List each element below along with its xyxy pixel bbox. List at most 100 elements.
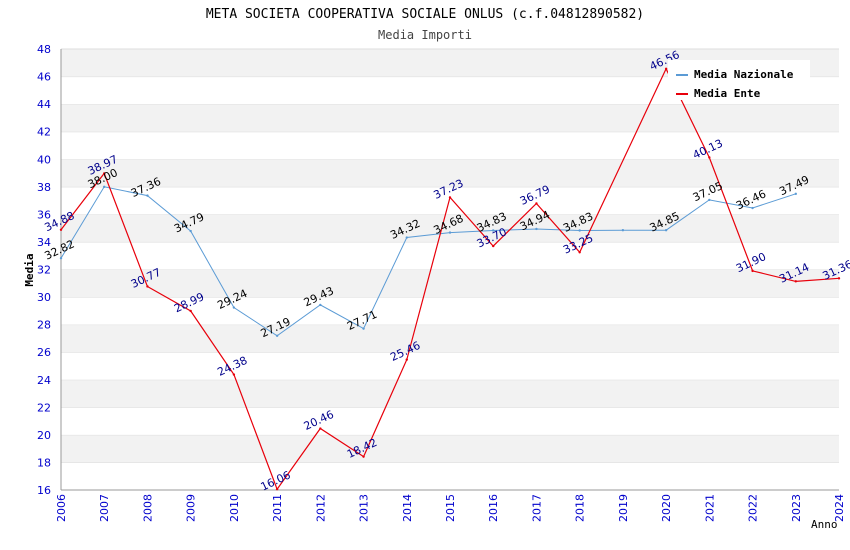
data-point [232,306,236,309]
data-point [492,244,495,248]
y-axis-label: Media [23,253,36,286]
grid-band [61,324,839,353]
y-tick-label: 22 [37,401,51,414]
data-point [664,229,668,232]
data-point [708,156,711,159]
x-tick-label: 2008 [141,494,154,522]
y-tick-label: 16 [37,484,51,497]
data-point [59,228,63,232]
x-tick-label: 2023 [790,494,803,522]
legend-box [668,60,810,100]
data-point [146,285,149,288]
grid-band [61,352,839,380]
x-tick-label: 2018 [574,494,587,522]
grid-band [61,241,839,270]
grid-band [61,214,839,242]
x-tick-label: 2019 [617,494,630,522]
data-point [275,334,279,337]
data-point [837,277,841,280]
grid-band [61,131,839,160]
data-point [578,251,581,254]
series-lines [59,67,841,491]
data-point [319,427,322,430]
y-tick-label: 44 [37,98,51,111]
data-point [448,196,452,199]
grid-band [61,434,839,463]
y-tick-label: 48 [37,43,51,56]
data-point [319,303,322,307]
data-point [146,194,149,197]
data-point [189,309,192,313]
data-point [103,172,106,175]
data-point [189,229,192,233]
x-tick-label: 2021 [703,494,716,522]
data-point [794,192,797,196]
y-tick-label: 24 [37,374,51,387]
x-tick-label: 2013 [358,494,371,522]
legend-entry: Media Nazionale [694,68,794,81]
data-point [275,487,279,491]
y-tick-label: 20 [37,429,51,442]
legend: Media Nazionale Media Ente [668,60,810,100]
series-line [60,67,840,491]
data-point [751,269,754,273]
x-tick-label: 2006 [55,494,68,522]
grid-band [61,379,839,408]
data-point [59,256,63,260]
grid-band [61,159,839,187]
data-point [621,229,625,232]
x-tick-labels: 2006 2007 2008 2009 2010 2011 2012 2013 2014 2015… [55,494,846,522]
data-point [405,358,408,361]
x-tick-label: 2010 [228,494,241,522]
data-point [535,227,538,231]
y-tick-label: 34 [37,236,51,249]
x-axis-label: Anno [811,518,838,531]
axes [60,49,839,491]
data-point [362,327,365,330]
y-tick-label: 42 [37,126,51,139]
data-point [751,206,754,210]
data-point [405,236,408,239]
grid-band [61,104,839,132]
data-point [448,231,452,234]
data-point [535,202,538,205]
x-tick-label: 2011 [271,494,284,522]
data-point [664,67,668,71]
data-point [578,229,581,232]
data-point [232,373,236,376]
legend-entry: Media Ente [694,87,761,100]
chart-subtitle: Media Importi [378,28,472,42]
data-point [708,198,711,202]
grid-band [61,462,839,490]
y-tick-label: 28 [37,319,51,332]
x-tick-label: 2022 [747,494,760,522]
y-tick-label: 30 [37,291,51,304]
grid-band [61,269,839,298]
x-tick-label: 2015 [444,494,457,522]
y-tick-label: 36 [37,208,51,221]
grid-bands [61,48,839,490]
y-tick-label: 32 [37,264,51,277]
y-tick-label: 38 [37,181,51,194]
chart-title: META SOCIETA COOPERATIVA SOCIALE ONLUS (… [206,7,644,22]
data-point [794,280,797,283]
y-tick-label: 18 [37,456,51,469]
grid-band [61,407,839,435]
x-tick-label: 2012 [314,494,327,522]
x-tick-label: 2007 [98,494,111,522]
y-tick-labels: 16 18 20 22 24 26 28 30 32 34 36 38 40 42 44 46 48 [37,43,51,497]
x-tick-label: 2017 [530,494,543,522]
y-tick-label: 26 [37,346,51,359]
x-tick-label: 2020 [660,494,673,522]
data-point [492,229,495,232]
x-tick-label: 2009 [185,494,198,522]
y-tick-label: 46 [37,71,51,84]
data-point [103,185,106,189]
y-tick-label: 40 [37,153,51,166]
x-tick-label: 2014 [401,494,414,522]
data-point [362,455,365,458]
x-tick-label: 2016 [487,494,500,522]
x-tick-label: 2024 [833,494,846,522]
series-line [60,186,796,337]
